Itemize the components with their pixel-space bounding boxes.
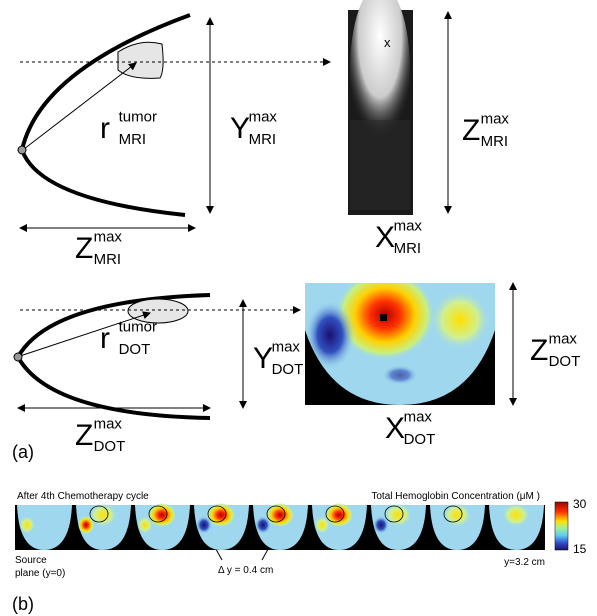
z-dot-bottom-symbol: Z (75, 419, 93, 452)
y-mri-sub: MRI (249, 131, 277, 148)
z-mri-bottom-sub: MRI (94, 251, 122, 268)
y-dot-sub: DOT (272, 361, 304, 378)
caption: y=3.2 cm (504, 557, 545, 568)
r-dot-sup: tumor (119, 319, 157, 336)
strip-title: After 4th Chemotherapy cycle (17, 491, 149, 502)
z-dot-right-sup: max (549, 331, 578, 348)
colorbar-tick-label: 15 (573, 542, 587, 556)
strip-title: Total Hemoglobin Concentration (μM ) (371, 491, 540, 502)
colorbar-tick-label: 30 (573, 497, 587, 511)
z-dot-right-symbol: Z (530, 334, 548, 367)
y-dot-symbol: Y (253, 342, 273, 375)
y-mri-sup: max (249, 109, 278, 126)
caption: Source (15, 555, 47, 566)
x-dot-sub: DOT (404, 431, 436, 448)
slice-strip (15, 502, 568, 560)
image-marker: x (384, 35, 391, 50)
x-mri-symbol: X (375, 221, 395, 254)
x-dot-sup: max (404, 409, 433, 426)
x-mri-sup: max (394, 218, 423, 235)
r-mri-sub: MRI (119, 131, 147, 148)
x-dot-symbol: X (385, 412, 405, 445)
z-dot-bottom-sup: max (94, 416, 123, 433)
r-mri-symbol: r (100, 112, 110, 145)
r-dot-symbol: r (100, 322, 110, 355)
y-mri-symbol: Y (230, 112, 250, 145)
caption: plane (y=0) (15, 568, 65, 579)
z-mri-bottom-sup: max (94, 229, 123, 246)
z-mri-right-sub: MRI (481, 133, 509, 150)
slice-spot (19, 516, 35, 534)
y-dot-sup: max (272, 339, 301, 356)
z-mri-bottom-symbol: Z (75, 232, 93, 265)
z-dot-bottom-sub: DOT (94, 438, 126, 455)
z-dot-right-sub: DOT (549, 353, 581, 370)
r-mri-sup: tumor (119, 109, 157, 126)
r-dot-sub: DOT (119, 341, 151, 358)
caption: Δ y = 0.4 cm (218, 565, 273, 576)
x-mri-sub: MRI (394, 240, 422, 257)
slice-spot (502, 503, 530, 527)
figure: rtumorMRIYmaxMRIZmaxMRIXmaxMRIZmaxMRIxrt… (0, 0, 597, 616)
z-mri-right-symbol: Z (462, 114, 480, 147)
panel-label: (b) (12, 594, 34, 614)
z-mri-right-sup: max (481, 111, 510, 128)
panel-label: (a) (12, 442, 34, 462)
